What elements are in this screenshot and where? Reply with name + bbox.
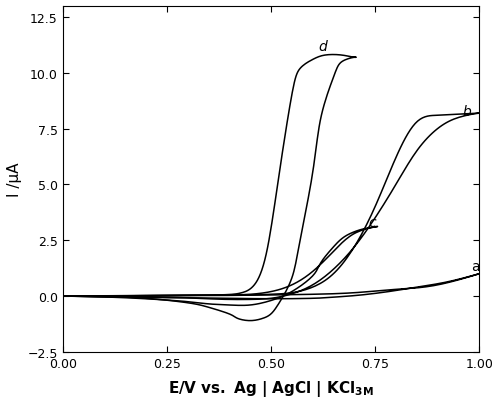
Text: d: d <box>319 40 328 54</box>
Text: c: c <box>369 215 376 230</box>
Text: a: a <box>471 259 480 273</box>
X-axis label: $\mathbf{E/V\ vs.\ Ag\ |\ AgCl\ |\ KCl_{3M}}$: $\mathbf{E/V\ vs.\ Ag\ |\ AgCl\ |\ KCl_{… <box>168 378 374 398</box>
Text: b: b <box>462 104 471 118</box>
Y-axis label: I /μA: I /μA <box>7 162 22 197</box>
